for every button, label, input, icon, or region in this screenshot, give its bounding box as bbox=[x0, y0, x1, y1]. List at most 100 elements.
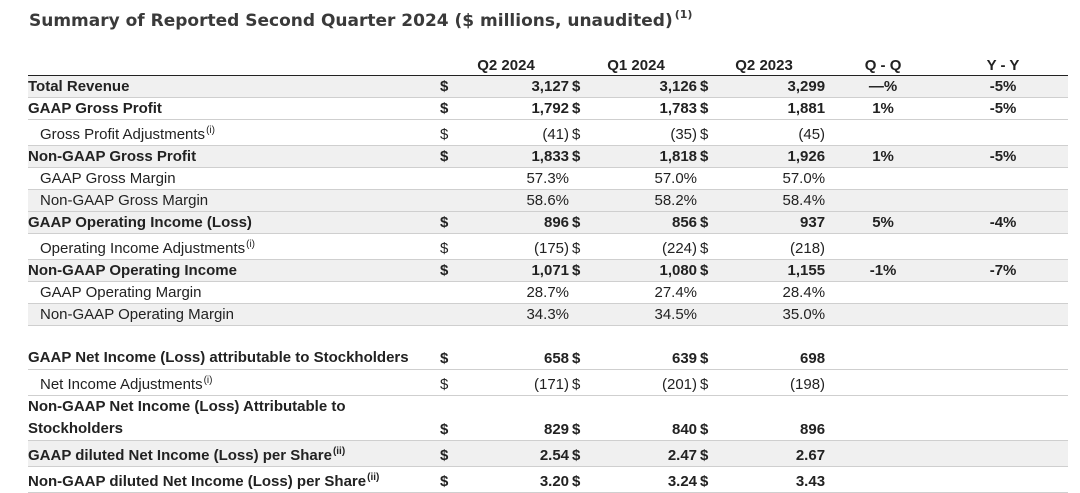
value-cell: 3.43 bbox=[720, 466, 829, 493]
table-row: GAAP Operating Margin 28.7% 27.4% 28.4% bbox=[28, 281, 1069, 304]
dollar-sign bbox=[440, 303, 460, 326]
dollar-sign: $ bbox=[572, 395, 593, 441]
value-cell: 58.2% bbox=[592, 189, 701, 212]
dollar-sign: $ bbox=[700, 395, 721, 441]
value-cell: 3.24 bbox=[592, 466, 701, 493]
table-row: Net Income Adjustments(i) $ (171) $ (201) $ (1… bbox=[28, 369, 1069, 396]
q-q-change: -1% bbox=[828, 259, 939, 282]
table-row: Non-GAAP Gross Margin 58.6% 58.2% 58.4% bbox=[28, 189, 1069, 212]
value-cell: 856 bbox=[592, 211, 701, 234]
value-cell: 896 bbox=[720, 395, 829, 441]
q-q-change bbox=[828, 303, 939, 326]
dollar-sign: $ bbox=[440, 369, 460, 396]
y-y-change bbox=[938, 281, 1069, 304]
value-cell: (41) bbox=[460, 119, 573, 146]
dollar-sign: $ bbox=[572, 233, 593, 260]
dollar-sign: $ bbox=[572, 325, 593, 370]
y-y-change bbox=[938, 119, 1069, 146]
title-text: Summary of Reported Second Quarter 2024 … bbox=[29, 11, 673, 31]
q-q-change: 1% bbox=[828, 97, 939, 120]
value-cell: 2.67 bbox=[720, 440, 829, 467]
dollar-sign: $ bbox=[440, 233, 460, 260]
header-row: Q2 2024 Q1 2024 Q2 2023 Q - Q Y - Y bbox=[28, 56, 1069, 76]
dollar-sign: $ bbox=[700, 440, 721, 467]
dollar-sign: $ bbox=[440, 97, 460, 120]
row-label: Total Revenue bbox=[28, 75, 440, 98]
value-cell: 57.0% bbox=[720, 167, 829, 190]
row-label-text: Total Revenue bbox=[28, 78, 130, 95]
value-cell: 35.0% bbox=[720, 303, 829, 326]
value-cell: 658 bbox=[460, 325, 573, 370]
y-y-change bbox=[938, 167, 1069, 190]
y-y-change: -5% bbox=[938, 97, 1069, 120]
dollar-sign bbox=[572, 167, 593, 190]
value-cell: 1,783 bbox=[592, 97, 701, 120]
value-cell: 34.3% bbox=[460, 303, 573, 326]
dollar-sign bbox=[440, 189, 460, 212]
dollar-sign: $ bbox=[572, 259, 593, 282]
dollar-sign: $ bbox=[440, 466, 460, 493]
row-label: Net Income Adjustments(i) bbox=[28, 369, 440, 396]
value-cell: (218) bbox=[720, 233, 829, 260]
value-cell: (175) bbox=[460, 233, 573, 260]
dollar-sign bbox=[700, 189, 721, 212]
dollar-sign bbox=[572, 189, 593, 212]
value-cell: (171) bbox=[460, 369, 573, 396]
q-q-change: —% bbox=[828, 75, 939, 98]
value-cell: 3.20 bbox=[460, 466, 573, 493]
dollar-sign bbox=[700, 167, 721, 190]
q-q-change bbox=[828, 167, 939, 190]
value-cell: 34.5% bbox=[592, 303, 701, 326]
dollar-sign: $ bbox=[440, 395, 460, 441]
row-label-text: Non-GAAP Operating Income bbox=[28, 262, 237, 279]
dollar-sign: $ bbox=[700, 75, 721, 98]
dollar-sign: $ bbox=[700, 259, 721, 282]
row-label-text: Non-GAAP Operating Margin bbox=[40, 306, 234, 323]
q-q-change bbox=[828, 369, 939, 396]
dollar-sign: $ bbox=[700, 233, 721, 260]
value-cell: 3,127 bbox=[460, 75, 573, 98]
table-row: Non-GAAP diluted Net Income (Loss) per S… bbox=[28, 466, 1069, 493]
row-label-text: Non-GAAP Gross Margin bbox=[40, 192, 209, 209]
dollar-sign bbox=[440, 167, 460, 190]
row-label-text: Non-GAAP Gross Profit bbox=[28, 148, 197, 165]
value-cell: 1,080 bbox=[592, 259, 701, 282]
row-label-text: GAAP Operating Income (Loss) bbox=[28, 214, 252, 231]
value-cell: 58.6% bbox=[460, 189, 573, 212]
row-footnote: (i) bbox=[206, 125, 215, 136]
row-footnote: (ii) bbox=[332, 446, 346, 457]
dollar-sign: $ bbox=[440, 259, 460, 282]
value-cell: 937 bbox=[720, 211, 829, 234]
row-label: Non-GAAP Operating Margin bbox=[28, 303, 440, 326]
value-cell: 698 bbox=[720, 325, 829, 370]
y-y-change bbox=[938, 233, 1069, 260]
value-cell: 840 bbox=[592, 395, 701, 441]
y-y-change bbox=[938, 466, 1069, 493]
row-label-text: GAAP Gross Profit bbox=[28, 100, 162, 117]
value-cell: (201) bbox=[592, 369, 701, 396]
table-row: Gross Profit Adjustments(i) $ (41) $ (35) $ (4… bbox=[28, 119, 1069, 146]
title-footnote: (1) bbox=[674, 8, 693, 21]
row-label: GAAP Operating Income (Loss) bbox=[28, 211, 440, 234]
y-y-change bbox=[938, 303, 1069, 326]
row-label: GAAP Operating Margin bbox=[28, 281, 440, 304]
y-y-change: -5% bbox=[938, 145, 1069, 168]
dollar-sign: $ bbox=[440, 440, 460, 467]
dollar-sign: $ bbox=[572, 97, 593, 120]
dollar-sign: $ bbox=[572, 145, 593, 168]
dollar-sign bbox=[700, 303, 721, 326]
value-cell: 1,881 bbox=[720, 97, 829, 120]
y-y-change: -5% bbox=[938, 75, 1069, 98]
dollar-sign: $ bbox=[700, 466, 721, 493]
value-cell: 58.4% bbox=[720, 189, 829, 212]
q-q-change bbox=[828, 466, 939, 493]
table-row: Operating Income Adjustments(i) $ (175) $ (2… bbox=[28, 233, 1069, 260]
value-cell: 1,155 bbox=[720, 259, 829, 282]
row-label-text: Non-GAAP Net Income (Loss) Attributable … bbox=[28, 398, 346, 437]
row-label: GAAP Gross Profit bbox=[28, 97, 440, 120]
dollar-sign: $ bbox=[700, 145, 721, 168]
header-q1-2024: Q1 2024 bbox=[572, 56, 701, 76]
financial-summary-table: Q2 2024 Q1 2024 Q2 2023 Q - Q Y - Y Tota… bbox=[28, 56, 1069, 493]
row-label-text: GAAP Net Income (Loss) attributable to S… bbox=[28, 349, 409, 366]
value-cell: 2.54 bbox=[460, 440, 573, 467]
